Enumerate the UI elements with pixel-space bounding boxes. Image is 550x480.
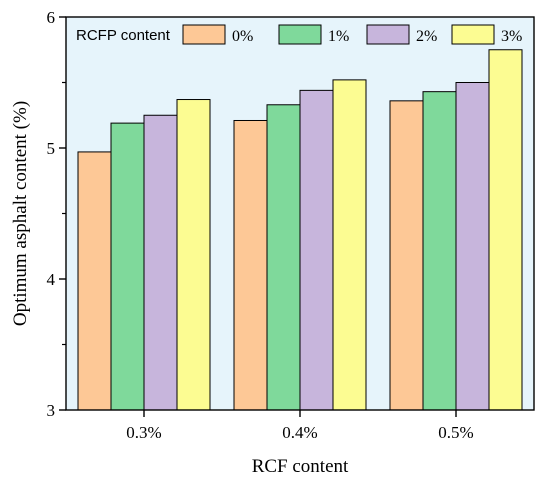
x-tick-label: 0.3% [126, 423, 161, 442]
bar-0_3pct-series-2pct [143, 114, 178, 411]
bar-0_4pct-series-3pct [332, 79, 367, 411]
y-tick-label: 4 [47, 270, 56, 289]
bar-0_4pct-series-2pct [299, 89, 334, 411]
bar-0_4pct-series-1pct [266, 104, 301, 411]
legend-swatch-0pct [182, 24, 226, 45]
bar-0_3pct-series-1pct [110, 122, 145, 411]
legend-title: RCFP content [76, 27, 171, 44]
legend-swatch-2pct [366, 24, 410, 45]
bar-0_5pct-series-3pct [488, 49, 523, 411]
legend-label-1pct: 1% [328, 28, 349, 45]
y-tick-label: 6 [47, 8, 56, 27]
x-tick-label: 0.4% [282, 423, 317, 442]
x-axis-title: RCF content [252, 456, 349, 477]
bar-0_3pct-series-0pct [77, 151, 112, 411]
y-tick-label: 3 [47, 401, 56, 420]
y-tick-label: 5 [47, 139, 56, 158]
legend-swatch-3pct [451, 24, 495, 45]
bar-0_4pct-series-0pct [233, 119, 268, 411]
bar-0_5pct-series-2pct [455, 82, 490, 411]
legend-label-0pct: 0% [232, 28, 253, 45]
bar-0_5pct-series-0pct [389, 100, 424, 411]
bar-0_5pct-series-1pct [422, 91, 457, 411]
legend-swatch-1pct [278, 24, 322, 45]
legend-label-3pct: 3% [501, 28, 522, 45]
bar-0_3pct-series-3pct [176, 99, 211, 411]
x-tick-label: 0.5% [438, 423, 473, 442]
y-axis-title: Optimum asphalt content (%) [10, 101, 31, 326]
legend-label-2pct: 2% [416, 28, 437, 45]
